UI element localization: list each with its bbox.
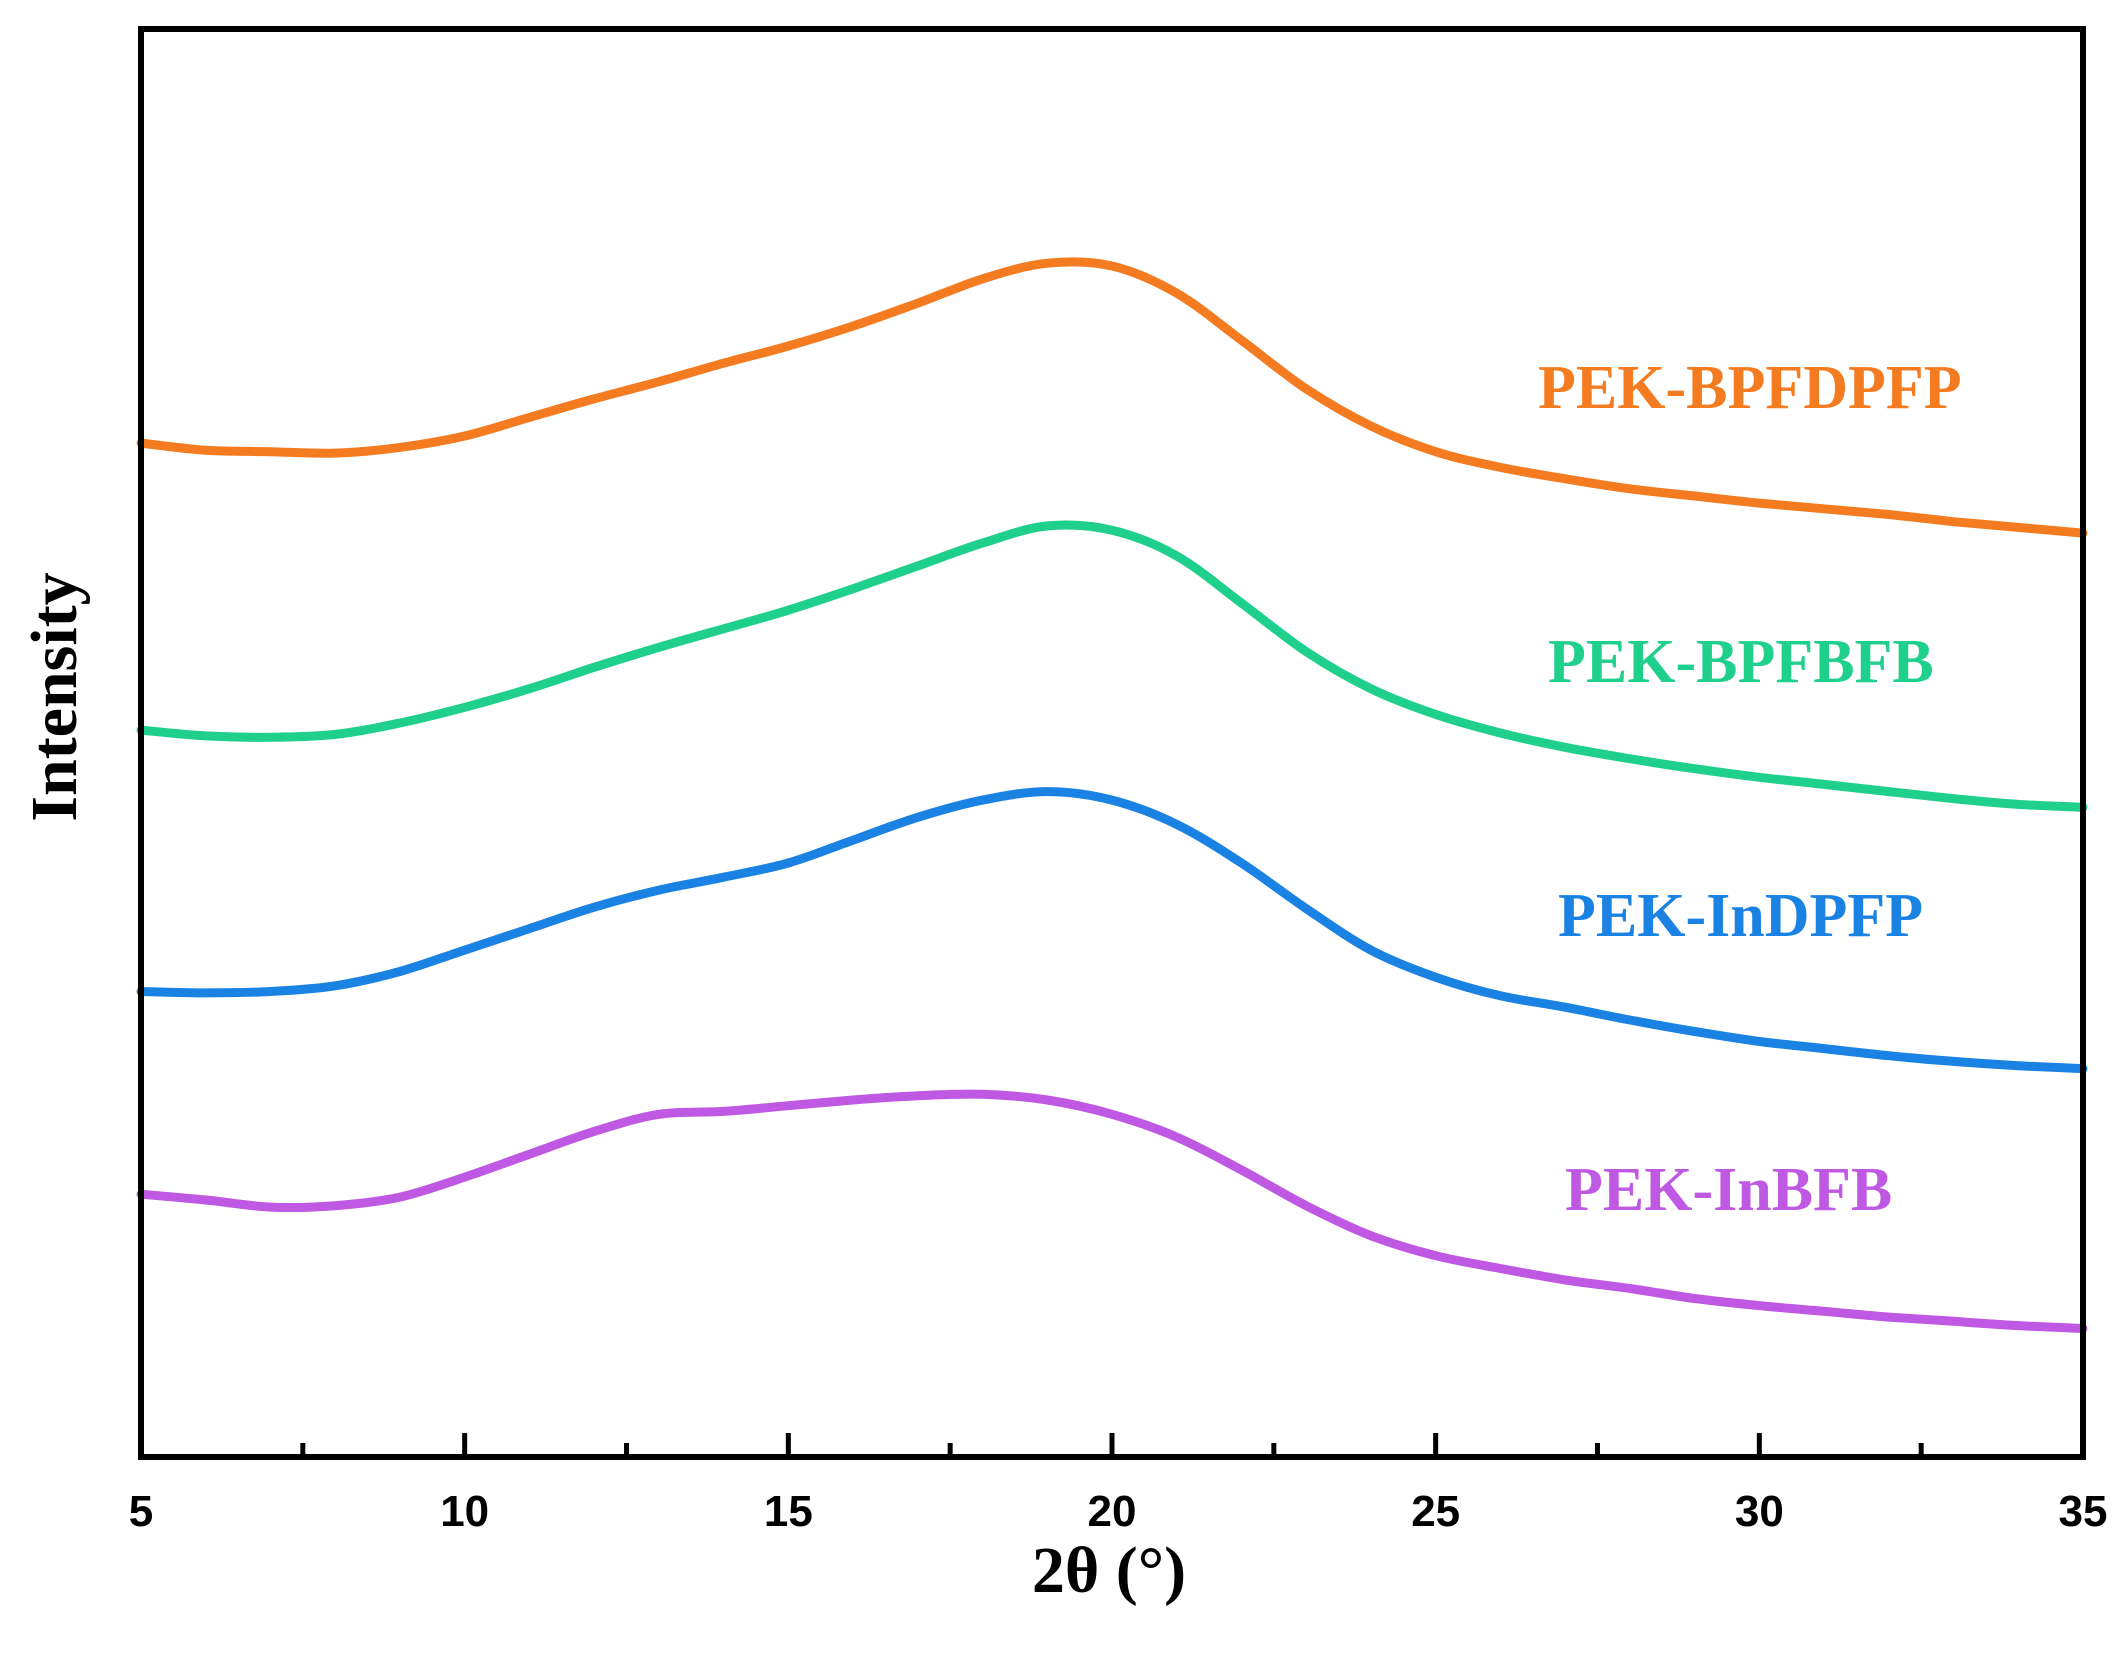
series-line-pek-inbfb <box>136 1089 2088 1333</box>
series-layer <box>136 257 2088 1333</box>
series-line-pek-indpfp <box>136 787 2088 1074</box>
series-label-pek-indpfp: PEK-InDPFP <box>1558 882 1923 950</box>
series-label-pek-inbfb: PEK-InBFB <box>1565 1156 1892 1224</box>
x-tick-label: 20 <box>1088 1487 1137 1536</box>
series-line-pek-bpfdpfp <box>136 257 2088 538</box>
x-tick-label: 15 <box>764 1487 813 1536</box>
x-tick-label: 10 <box>440 1487 489 1536</box>
x-axis-title: 2θ (°) <box>1032 1534 1186 1607</box>
x-tick-label: 35 <box>2059 1487 2108 1536</box>
plot-frame <box>138 26 2086 1460</box>
x-tick-label: 25 <box>1411 1487 1460 1536</box>
series-line-pek-bpfbfb <box>136 520 2088 812</box>
series-label-pek-bpfbfb: PEK-BPFBFB <box>1548 628 1934 696</box>
y-axis-title: Intensity <box>18 572 91 821</box>
x-tick-label: 30 <box>1735 1487 1784 1536</box>
x-axis-ticks: 5 10 15 20 25 30 35 <box>129 1433 2108 1536</box>
series-label-pek-bpfdpfp: PEK-BPFDPFP <box>1538 354 1962 422</box>
x-tick-label: 5 <box>129 1487 153 1536</box>
